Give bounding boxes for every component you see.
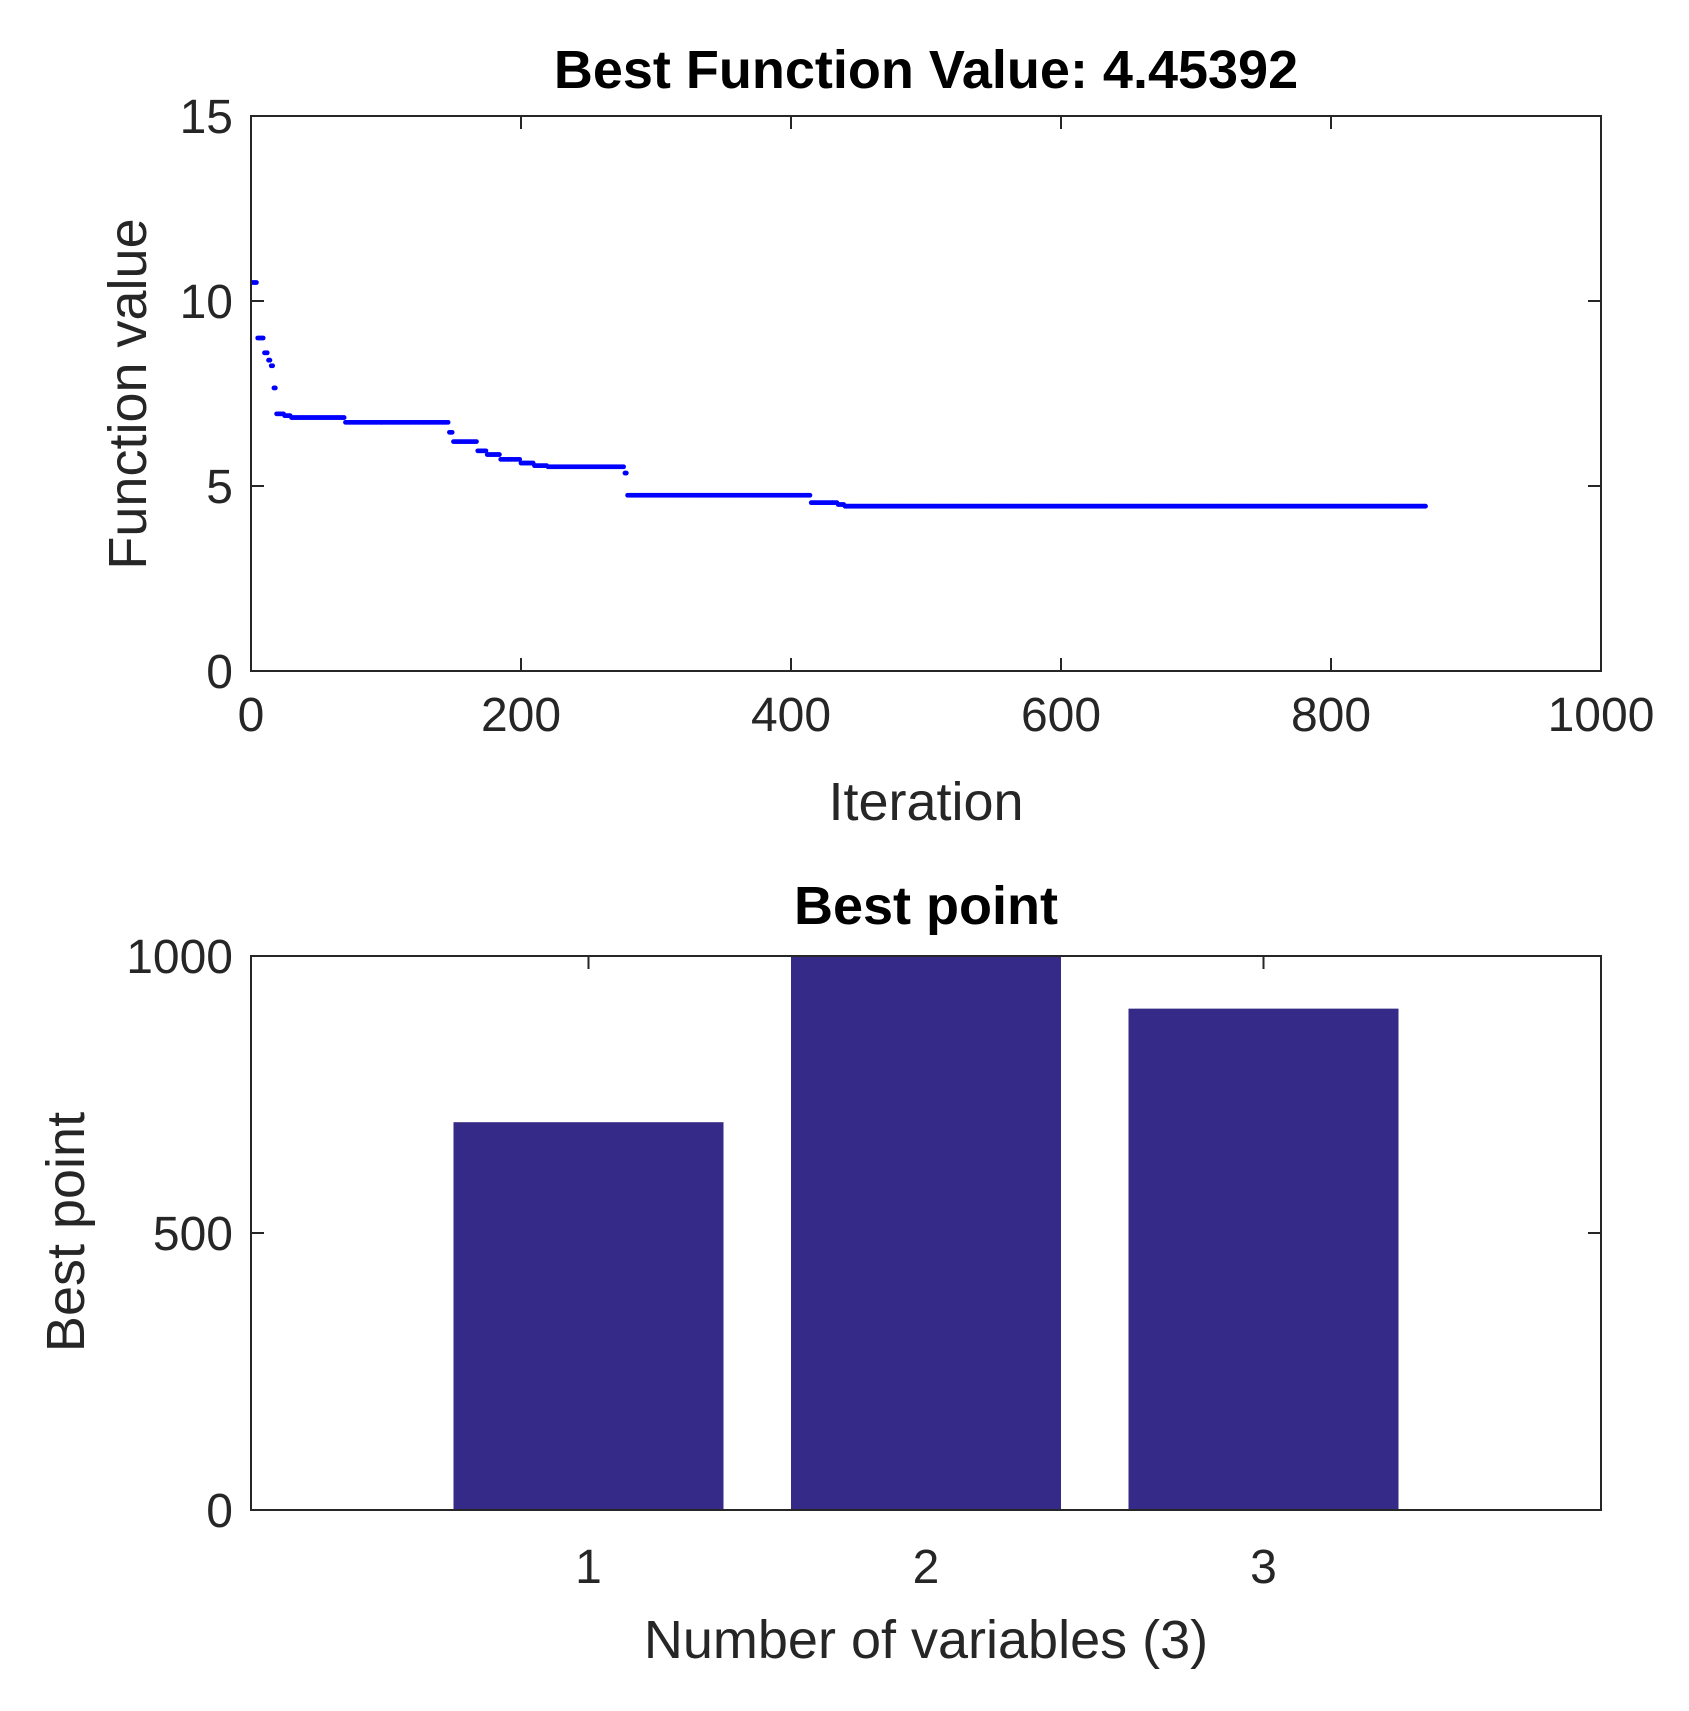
x-tick-label: 1	[575, 1541, 602, 1594]
data-point	[621, 464, 626, 470]
y-tick-label: 1000	[126, 931, 233, 984]
data-point	[449, 429, 455, 435]
convergence-plot: Best Function Value: 4.45392 0 200 400 600 8…	[98, 40, 1654, 832]
x-tick-label: 400	[751, 689, 831, 742]
data-point	[474, 439, 479, 444]
data-point	[1423, 503, 1428, 509]
x-axis-label: Number of variables (3)	[644, 1610, 1208, 1670]
best-point-plot: Best point 1 2 3 0 500 1000 Number of variabl…	[36, 876, 1602, 1670]
y-tick-label: 10	[180, 276, 233, 329]
bar-3	[1128, 1008, 1399, 1510]
data-point	[807, 492, 813, 498]
x-tick-label: 3	[1250, 1541, 1277, 1594]
x-tick-label: 0	[238, 689, 265, 742]
data-point	[483, 448, 489, 454]
x-tick-label: 1000	[1548, 689, 1655, 742]
y-axis-label: Function value	[98, 218, 158, 569]
y-tick-label: 15	[180, 91, 233, 144]
data-point	[260, 335, 266, 341]
data-point	[267, 357, 273, 363]
data-point	[497, 452, 502, 457]
data-point	[445, 419, 451, 425]
data-point	[254, 280, 259, 285]
plot-title: Best point	[794, 876, 1058, 936]
x-tick-label: 2	[913, 1541, 940, 1594]
data-point	[341, 415, 347, 420]
bars	[453, 956, 1399, 1510]
data-series	[249, 280, 1428, 509]
data-point	[623, 470, 629, 476]
x-tick-label: 800	[1291, 689, 1371, 742]
y-tick-label: 0	[206, 1485, 233, 1538]
x-tick-label: 600	[1021, 689, 1101, 742]
y-tick-label: 0	[206, 646, 233, 699]
bar-1	[453, 1122, 724, 1510]
y-tick-label: 5	[206, 461, 233, 514]
axes-frame	[250, 955, 1602, 1511]
data-point	[264, 350, 270, 356]
bar-2	[791, 956, 1061, 1510]
x-tick-label: 200	[481, 689, 561, 742]
axes-frame	[250, 115, 1602, 672]
plot-title: Best Function Value: 4.45392	[554, 40, 1298, 100]
x-axis-label: Iteration	[828, 772, 1023, 832]
data-point	[272, 385, 278, 391]
data-point	[270, 363, 275, 369]
y-tick-label: 500	[153, 1208, 233, 1261]
y-axis-label: Best point	[36, 1112, 96, 1352]
data-point	[517, 456, 523, 462]
